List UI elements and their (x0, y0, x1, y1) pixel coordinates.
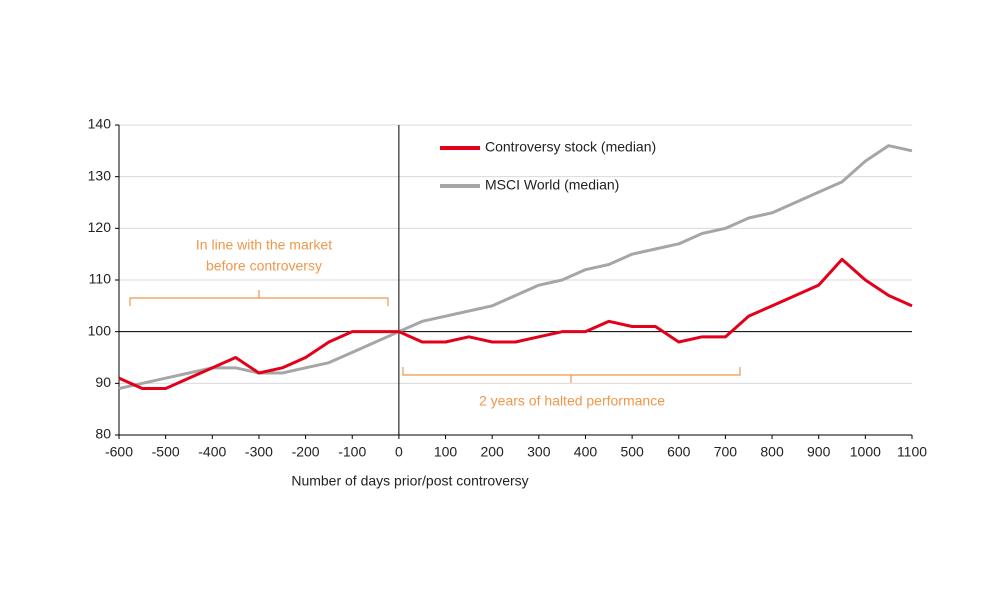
legend-label: MSCI World (median) (485, 177, 619, 193)
x-tick-label: 800 (760, 444, 784, 460)
y-tick-label: 90 (95, 374, 111, 390)
x-tick-label: 1100 (897, 444, 927, 460)
bracket-before (129, 290, 389, 306)
x-tick-label: -400 (198, 444, 226, 460)
y-tick-label: 140 (88, 116, 112, 132)
series-line (118, 257, 913, 390)
legend-label: Controversy stock (median) (485, 139, 656, 155)
x-tick-label: 1000 (850, 444, 881, 460)
annotation: 2 years of halted performance (479, 393, 665, 409)
brackets (129, 290, 741, 383)
x-tick-label: 200 (480, 444, 504, 460)
y-tick-label: 100 (88, 322, 112, 338)
x-tick-label: 700 (714, 444, 738, 460)
bracket-after (402, 367, 741, 383)
x-tick-label: 500 (620, 444, 644, 460)
annotation: In line with the market (196, 237, 332, 253)
x-tick-label: -200 (292, 444, 320, 460)
x-tick-label: -500 (152, 444, 180, 460)
y-tick-label: 80 (95, 426, 111, 442)
annotation: before controversy (206, 258, 322, 274)
y-tick-label: 120 (88, 219, 112, 235)
x-tick-label: 300 (527, 444, 551, 460)
x-tick-label: 0 (395, 444, 403, 460)
x-tick-label: -100 (338, 444, 366, 460)
series-line (118, 144, 913, 390)
y-tick-label: 130 (88, 167, 112, 183)
x-axis-label: Number of days prior/post controversy (291, 473, 528, 489)
x-tick-label: 400 (574, 444, 598, 460)
x-tick-label: 600 (667, 444, 691, 460)
x-tick-label: -600 (105, 444, 133, 460)
x-tick-label: 100 (434, 444, 458, 460)
y-tick-label: 110 (89, 271, 112, 287)
x-tick-label: -300 (245, 444, 273, 460)
x-tick-label: 900 (807, 444, 831, 460)
